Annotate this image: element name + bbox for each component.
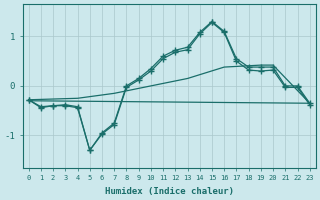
X-axis label: Humidex (Indice chaleur): Humidex (Indice chaleur): [105, 187, 234, 196]
